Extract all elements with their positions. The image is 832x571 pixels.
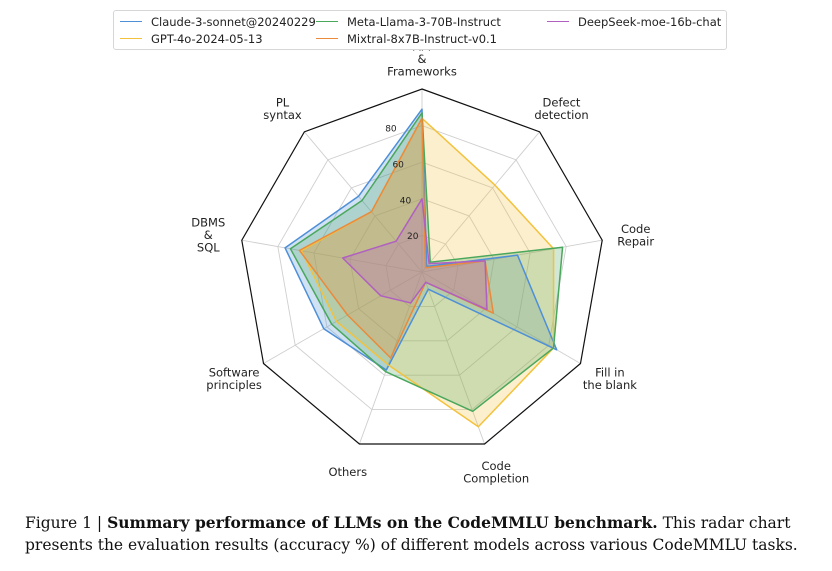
grid-ring: [277, 125, 567, 411]
caption-title: Summary performance of LLMs on the CodeM…: [107, 513, 658, 532]
grid-spoke: [421, 131, 540, 273]
chart-legend: Claude-3-sonnet@20240229 GPT-4o-2024-05-…: [113, 10, 727, 50]
series-area: [299, 118, 494, 358]
category-label: Defect detection: [534, 96, 588, 123]
grid-ring: [385, 234, 459, 307]
legend-swatch: [120, 21, 142, 22]
radial-tick-label: 80: [385, 125, 397, 135]
figure-label: Figure 1 |: [25, 514, 108, 532]
grid-spoke: [263, 271, 423, 364]
series-line: [341, 198, 488, 311]
legend-entry: Meta-Llama-3-70B-Instruct: [316, 15, 501, 29]
category-label: DBMS & SQL: [191, 216, 225, 255]
category-label: Code Completion: [463, 459, 529, 486]
radar-chart: 20406080API&FrameworksDefectdetectionCod…: [191, 40, 654, 486]
category-label: Fill in the blank: [583, 365, 637, 392]
radar-frame: [241, 88, 603, 445]
series-area: [285, 109, 557, 371]
grid-spoke: [241, 239, 423, 273]
radial-tick-label: 20: [407, 232, 419, 242]
series-line: [289, 112, 564, 413]
radial-tick-label: 60: [392, 160, 404, 170]
grid-spoke: [421, 271, 486, 445]
legend-swatch: [316, 38, 338, 39]
category-label: Software principles: [206, 365, 262, 392]
series-area: [342, 198, 487, 310]
caption-body: This radar chart presents the evaluation…: [25, 514, 798, 554]
figure-caption: Figure 1 | Summary performance of LLMs o…: [25, 512, 825, 556]
legend-swatch: [120, 38, 142, 39]
grid-spoke: [304, 131, 423, 273]
grid-ring: [349, 198, 495, 342]
legend-swatch: [316, 21, 338, 22]
legend-entry: DeepSeek-moe-16b-chat: [547, 15, 721, 29]
legend-entry: Mixtral-8x7B-Instruct-v0.1: [316, 32, 497, 46]
category-label: Others: [328, 465, 367, 479]
series-area: [301, 118, 554, 427]
series-line: [298, 117, 495, 359]
category-label: Code Repair: [617, 222, 654, 249]
radial-tick-label: 40: [400, 196, 412, 206]
legend-swatch: [547, 21, 569, 22]
category-label: PL syntax: [263, 96, 302, 123]
legend-entry: GPT-4o-2024-05-13: [120, 32, 263, 46]
legend-entry: Claude-3-sonnet@20240229: [120, 15, 316, 29]
